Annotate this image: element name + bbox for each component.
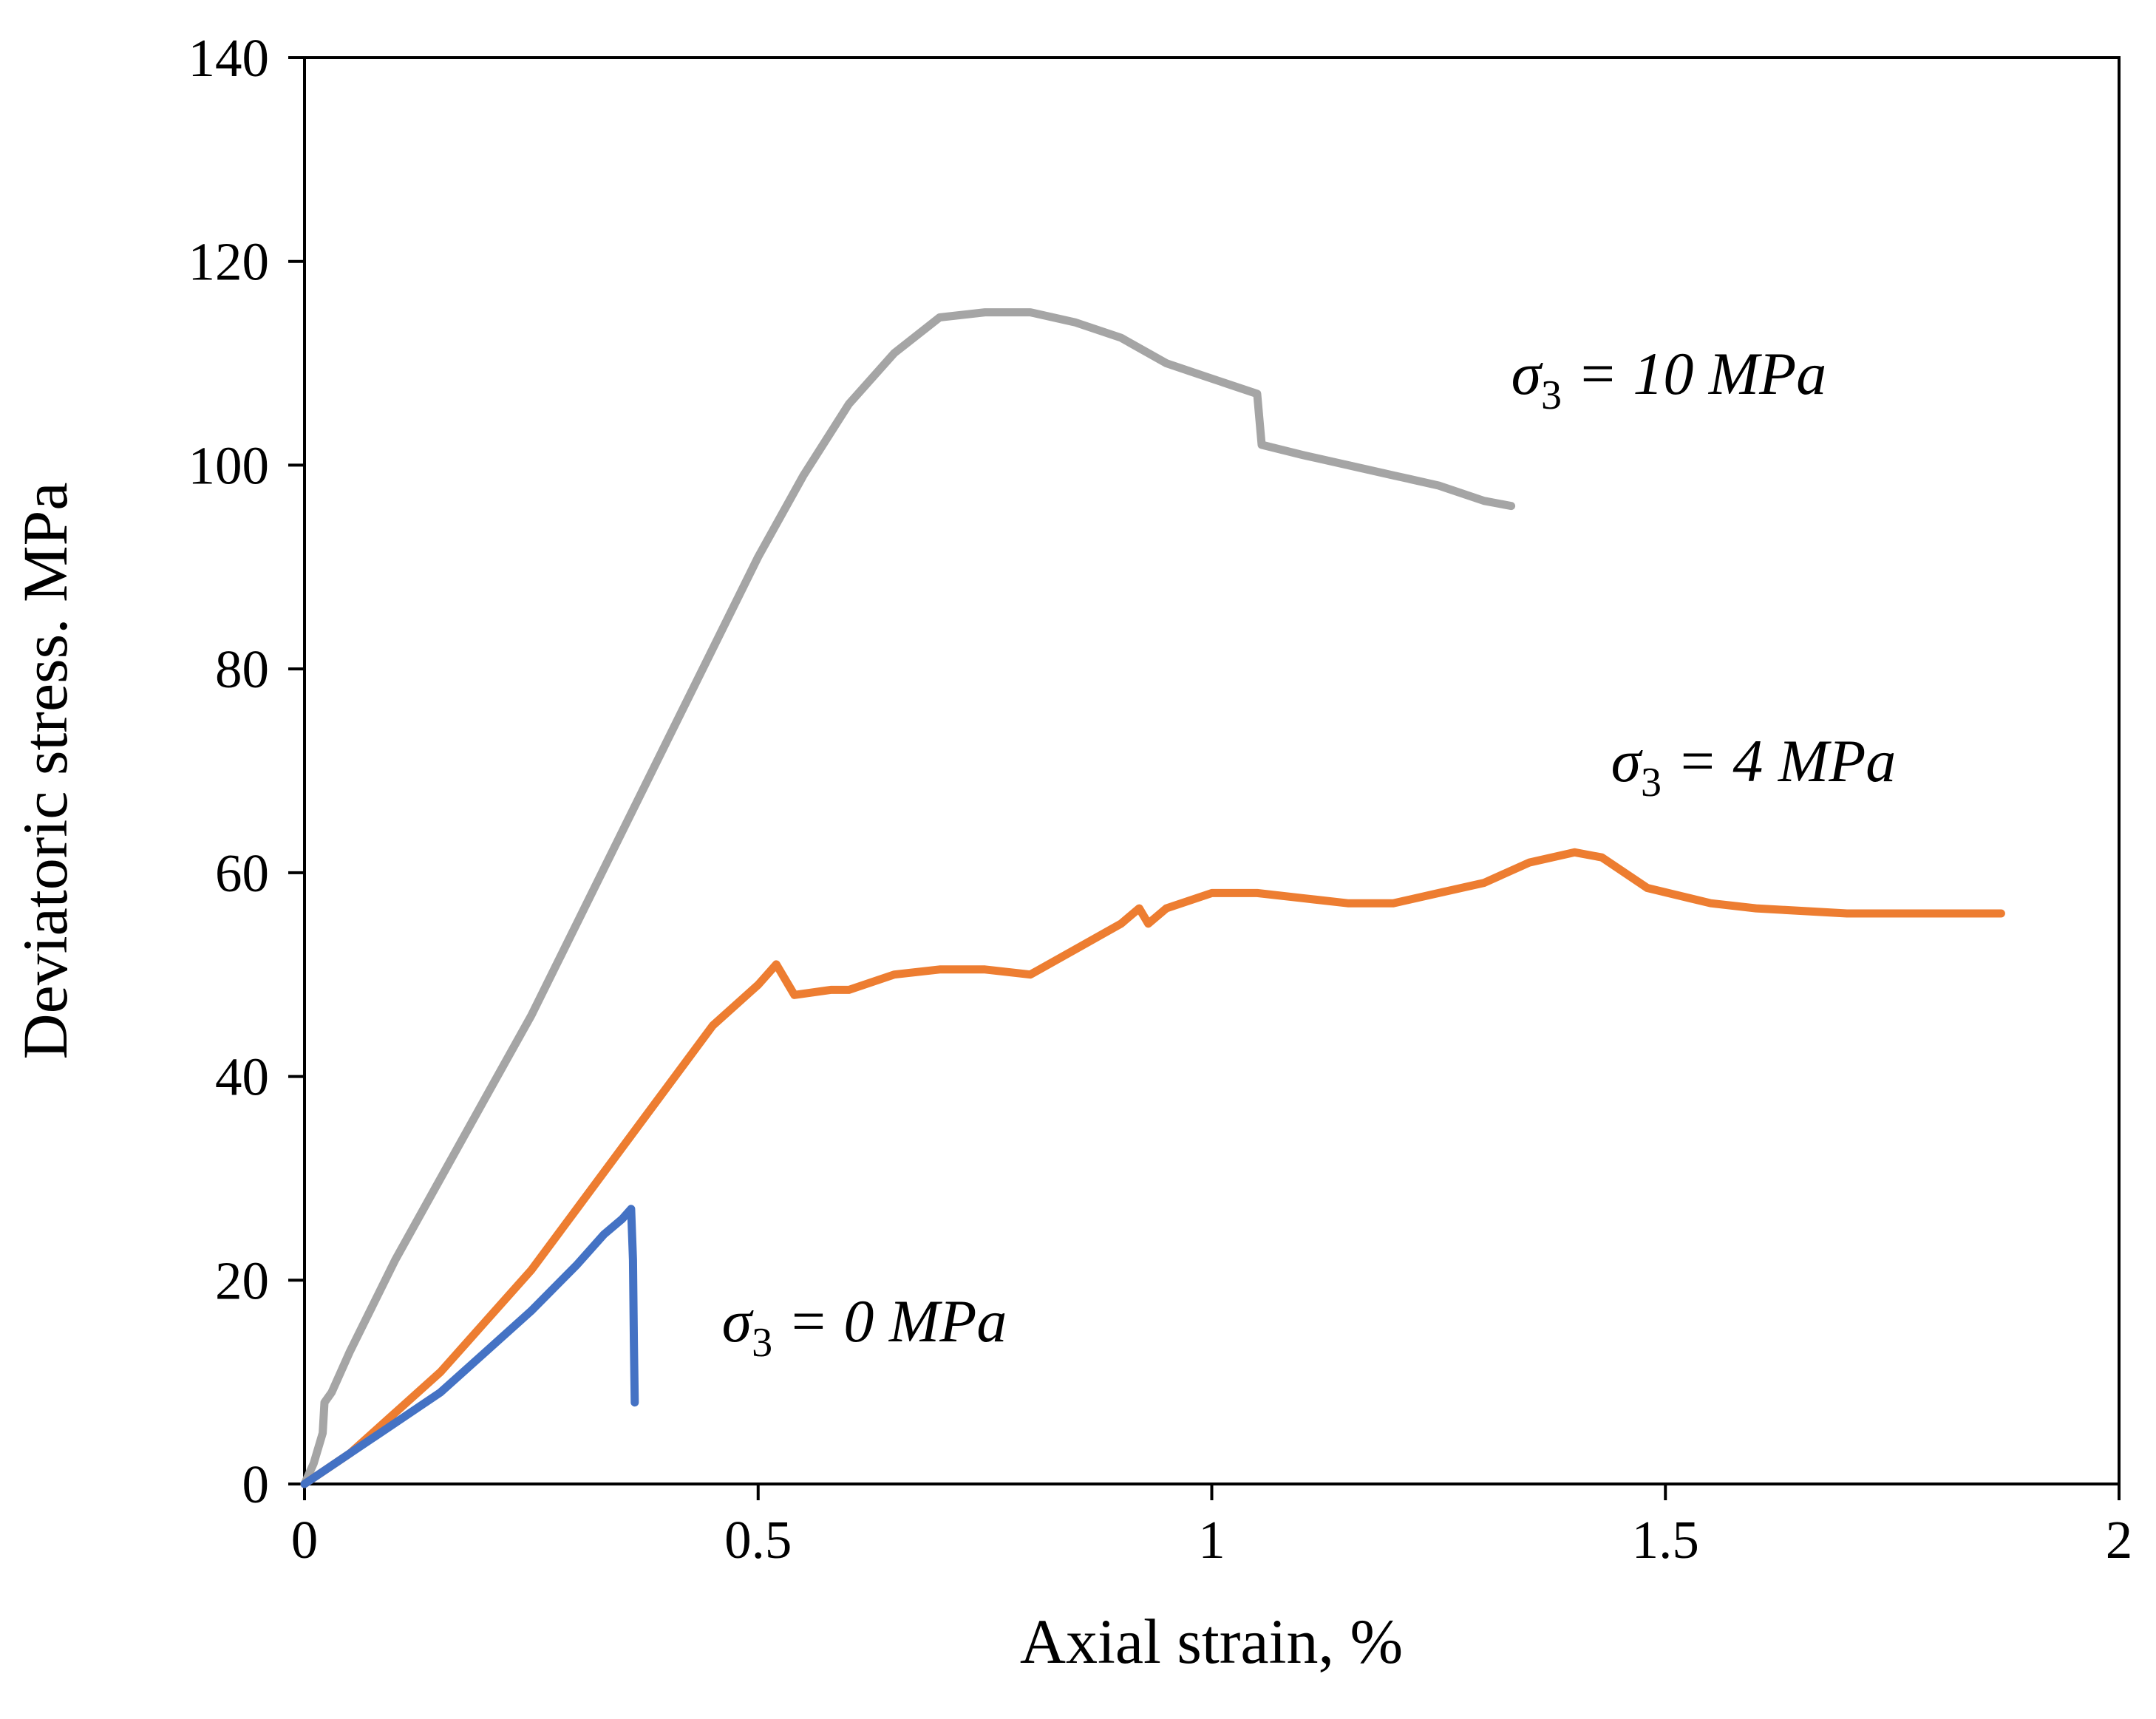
y-axis-title: Deviatoric stress. MPa (10, 482, 81, 1059)
x-tick-label: 1 (1198, 1510, 1225, 1570)
annotation-symbol: σ (1511, 340, 1544, 407)
x-axis: 0 0.5 1 1.5 2 (291, 1484, 2133, 1570)
y-tick-label: 100 (188, 435, 270, 495)
series-line-3 (300, 1205, 639, 1488)
x-tick-label: 0.5 (724, 1510, 792, 1570)
x-tick-label: 1.5 (1632, 1510, 1699, 1570)
annotation-symbol: σ (1611, 727, 1644, 794)
y-tick-label: 60 (215, 843, 269, 903)
series-annotation: σ3 = 0 MPa (722, 1287, 1007, 1366)
y-tick-label: 80 (215, 639, 269, 699)
x-axis-title: Axial strain, % (1020, 1606, 1403, 1677)
x-tick-label: 0 (291, 1510, 319, 1570)
series-annotation: σ3 = 4 MPa (1611, 727, 1897, 806)
annotation-subscript: 3 (752, 1320, 772, 1366)
x-tick-label: 2 (2106, 1510, 2133, 1570)
series-line-2 (300, 848, 2005, 1488)
annotation-value: = 10 MPa (1562, 340, 1826, 407)
y-tick-label: 0 (242, 1454, 270, 1514)
series-layer (300, 308, 2005, 1488)
y-axis: 0 20 40 60 80 100 120 140 (188, 28, 305, 1514)
series-annotation: σ3 = 10 MPa (1511, 340, 1827, 418)
series-line-1 (300, 308, 1516, 1488)
annotation-value: = 4 MPa (1662, 727, 1896, 794)
annotation-value: = 0 MPa (772, 1287, 1007, 1355)
annotation-symbol: σ (722, 1287, 755, 1355)
y-tick-label: 140 (188, 28, 270, 88)
y-tick-label: 20 (215, 1250, 269, 1310)
annotation-subscript: 3 (1541, 372, 1562, 418)
annotation-subscript: 3 (1641, 760, 1662, 806)
y-tick-label: 40 (215, 1047, 269, 1107)
y-tick-label: 120 (188, 232, 270, 292)
